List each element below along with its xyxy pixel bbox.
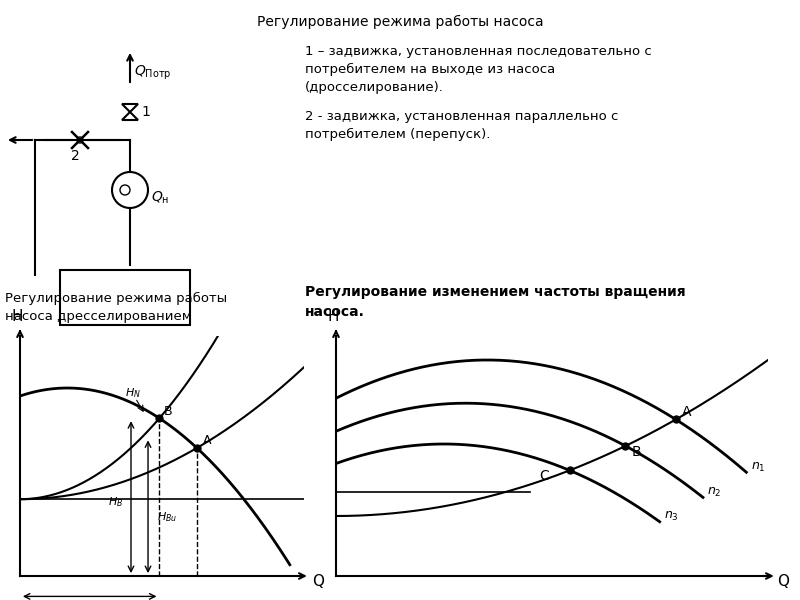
Text: $n_1$: $n_1$ [750, 461, 766, 474]
Text: 2: 2 [70, 149, 79, 163]
Text: $H_N$: $H_N$ [126, 386, 142, 400]
Text: $H_{Bu}$: $H_{Bu}$ [157, 511, 177, 524]
Text: $H_B$: $H_B$ [108, 495, 123, 509]
Text: H: H [327, 309, 339, 324]
Text: 2 - задвижка, установленная параллельно с
потребителем (перепуск).: 2 - задвижка, установленная параллельно … [305, 110, 618, 141]
Text: 1 – задвижка, установленная последовательно с
потребителем на выходе из насоса
(: 1 – задвижка, установленная последовател… [305, 45, 652, 94]
Text: Регулирование режима работы
насоса дресселированием: Регулирование режима работы насоса дресс… [5, 292, 227, 323]
Text: B: B [632, 445, 642, 458]
Text: B: B [164, 404, 172, 418]
Text: A: A [682, 405, 692, 419]
Text: $Q_B$: $Q_B$ [82, 598, 98, 600]
Text: $Q_{\mathsf{Потр}}$: $Q_{\mathsf{Потр}}$ [134, 64, 171, 82]
Text: C: C [539, 469, 549, 483]
Text: Q: Q [313, 574, 325, 589]
Text: A: A [202, 434, 211, 448]
Text: Регулирование изменением частоты вращения
насоса.: Регулирование изменением частоты вращени… [305, 285, 686, 319]
Text: Регулирование режима работы насоса: Регулирование режима работы насоса [257, 15, 543, 29]
Text: $n_2$: $n_2$ [707, 486, 722, 499]
Text: $Q_{\mathsf{н}}$: $Q_{\mathsf{н}}$ [151, 190, 170, 206]
Text: Q: Q [777, 574, 789, 589]
Text: 1: 1 [141, 105, 150, 119]
Polygon shape [122, 112, 138, 120]
Polygon shape [122, 104, 138, 112]
Circle shape [77, 137, 83, 143]
Bar [60, 270, 190, 325]
Text: $n_3$: $n_3$ [664, 511, 678, 523]
Text: H: H [11, 309, 23, 324]
